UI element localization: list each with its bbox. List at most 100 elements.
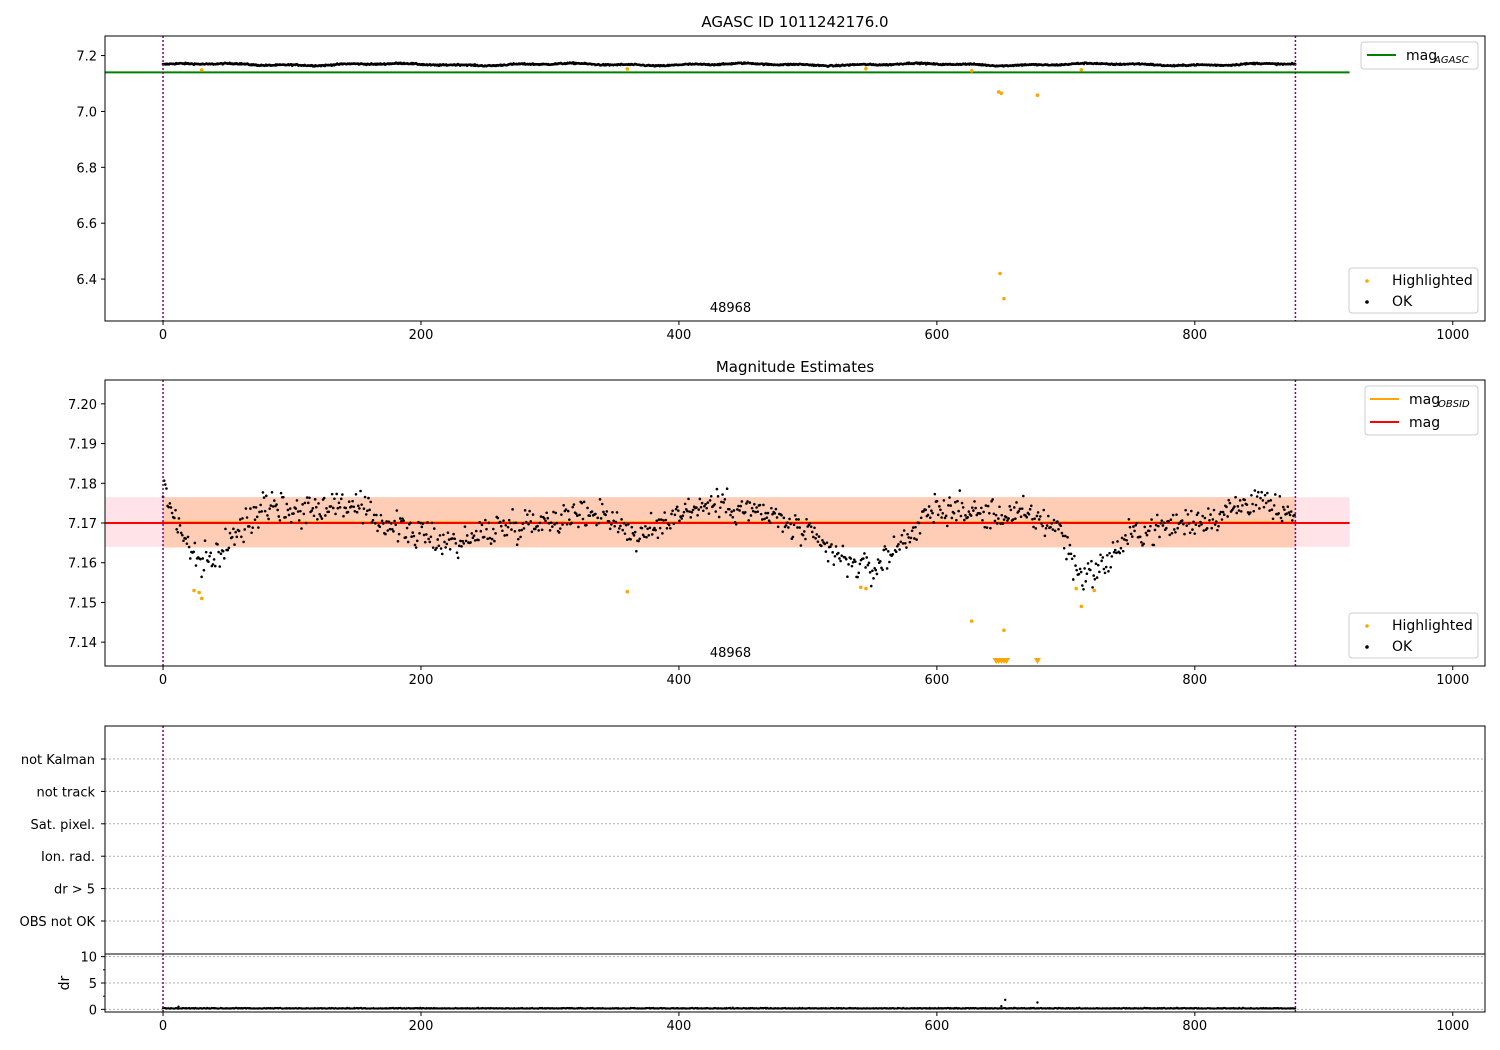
ok-point [268, 507, 272, 510]
ok-point [1002, 518, 1006, 521]
flag-category-label: Sat. pixel. [31, 818, 95, 833]
ok-point [193, 541, 197, 545]
ok-point [847, 563, 850, 566]
ok-point [944, 514, 948, 518]
ok-point [1031, 517, 1034, 521]
ok-point [990, 500, 993, 503]
ok-point [1116, 540, 1119, 543]
ok-point [422, 533, 426, 537]
ok-point [796, 526, 799, 529]
ok-point [355, 510, 359, 514]
ok-point [1197, 524, 1201, 528]
ok-point [547, 521, 551, 525]
y-tick-label: 7.14 [68, 636, 97, 651]
ok-point [696, 513, 699, 517]
ok-point [623, 532, 627, 535]
ok-point [927, 505, 931, 508]
ok-point [507, 518, 511, 522]
ok-point [858, 562, 862, 566]
estimates-title: Magnitude Estimates [716, 358, 874, 376]
ok-point [1253, 489, 1257, 492]
ok-point [745, 502, 748, 505]
ok-point [406, 540, 410, 544]
ok-point [1157, 524, 1160, 528]
ok-point [212, 558, 216, 561]
ok-point [1039, 515, 1042, 518]
ok-point [435, 546, 438, 550]
ok-point [885, 567, 889, 570]
ok-point [749, 514, 753, 517]
x-tick-label: 200 [409, 673, 434, 688]
ok-point [738, 509, 741, 512]
ok-point [973, 500, 976, 503]
ok-point [633, 530, 637, 534]
ok-point [341, 493, 344, 496]
ok-point [683, 502, 687, 506]
ok-point [891, 552, 895, 556]
ok-point [763, 517, 766, 521]
ok-point [826, 559, 830, 563]
ok-point [817, 535, 821, 538]
ok-point [667, 523, 671, 527]
ok-point [1042, 508, 1046, 512]
ok-point [527, 522, 530, 526]
ok-point [1101, 556, 1105, 559]
x-tick-label: 0 [159, 673, 167, 688]
ok-point [560, 513, 563, 516]
ok-point [168, 502, 172, 505]
ok-point [933, 492, 937, 496]
ok-point [184, 537, 188, 540]
ok-point [1049, 525, 1052, 529]
ok-point [1190, 509, 1193, 513]
ok-point [289, 520, 293, 524]
ok-point [1045, 524, 1049, 527]
ok-point [993, 519, 997, 523]
ok-point [373, 522, 377, 525]
ok-point [1279, 516, 1283, 520]
ok-point [1033, 517, 1036, 520]
ok-point [477, 538, 480, 542]
ok-point [841, 544, 845, 548]
ok-point [1183, 532, 1186, 536]
ok-point [410, 535, 413, 539]
ok-point [224, 527, 227, 531]
ok-point [1153, 528, 1157, 532]
ok-point [743, 510, 747, 514]
ok-point [200, 575, 203, 579]
ok-point [178, 524, 182, 527]
ok-point [485, 527, 488, 531]
ok-point [605, 510, 609, 513]
ok-point [838, 557, 841, 560]
ok-point [1125, 538, 1128, 542]
ok-point [554, 511, 558, 515]
ok-point [939, 508, 942, 512]
ok-point [983, 525, 987, 529]
ok-point [498, 520, 502, 524]
ok-point [851, 560, 855, 564]
ok-point [1207, 507, 1210, 510]
ok-point [880, 566, 883, 570]
ok-point [421, 522, 425, 525]
ok-point [679, 515, 682, 518]
ok-point [871, 569, 874, 573]
ok-point [228, 531, 232, 535]
dr-point [1000, 1005, 1003, 1008]
ok-point [393, 519, 396, 523]
ok-point [219, 552, 223, 556]
ok-point [1174, 530, 1177, 534]
flag-category-label: OBS not OK [20, 915, 96, 930]
y-tick-label: 7.2 [76, 50, 97, 65]
ok-point [1053, 529, 1057, 533]
y-tick-label: 6.6 [76, 217, 97, 232]
ok-point [734, 522, 738, 526]
ok-point [995, 522, 999, 525]
y-tick-label: 6.8 [76, 161, 97, 176]
ok-point [446, 531, 450, 535]
ok-point [1096, 563, 1100, 567]
ok-point [1027, 512, 1031, 516]
ok-point [501, 529, 504, 533]
ok-point [336, 506, 340, 510]
ok-point [665, 526, 669, 530]
ok-point [351, 499, 354, 503]
ok-point [1241, 504, 1244, 507]
